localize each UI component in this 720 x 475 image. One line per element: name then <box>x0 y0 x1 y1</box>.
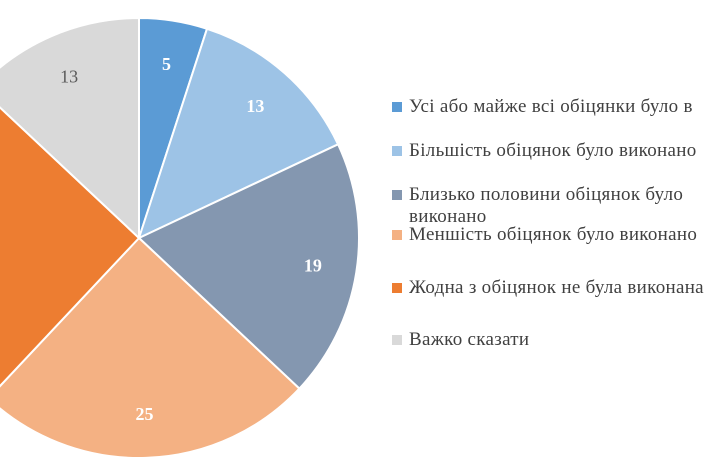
legend-swatch <box>392 335 402 345</box>
legend-label: Важко сказати <box>409 329 530 350</box>
pie-slice-1 <box>137 27 340 240</box>
legend-label: Жодна з обіцянок не була виконана <box>409 277 704 298</box>
pie-slice-label-5: 13 <box>60 66 78 86</box>
chart-legend: Усі або майже всі обіцянки було в Більші… <box>392 96 720 373</box>
legend-item-half-fulfilled: Близько половини обіцянок було виконано <box>392 184 720 228</box>
pie-slice-labels: 5 13 19 25 13 <box>60 54 322 424</box>
legend-item-none-fulfilled: Жодна з обіцянок не була виконана <box>392 277 720 321</box>
legend-swatch <box>392 230 402 240</box>
legend-label: Близько половини обіцянок було виконано <box>409 184 683 228</box>
legend-label: Більшість обіцянок було виконано <box>409 140 697 161</box>
pie-slice-label-1: 13 <box>246 96 264 116</box>
legend-swatch <box>392 190 402 200</box>
pie-slice-label-2: 19 <box>304 256 322 276</box>
legend-label-line1: Близько половини обіцянок було <box>409 184 684 205</box>
pie-slice-label-3: 25 <box>136 404 154 424</box>
legend-swatch <box>392 146 402 156</box>
legend-label: Усі або майже всі обіцянки було в <box>409 96 693 117</box>
legend-label-line2: виконано <box>409 206 487 227</box>
legend-item-hard-to-say: Важко сказати <box>392 329 720 373</box>
legend-label: Меншість обіцянок було виконано <box>409 224 698 245</box>
pie-slice-3 <box>0 236 301 459</box>
pie-slice-2 <box>137 142 360 391</box>
legend-swatch <box>392 283 402 293</box>
legend-item-minority-fulfilled: Меншість обіцянок було виконано <box>392 224 720 268</box>
pie-slice-label-0: 5 <box>162 54 171 74</box>
pie-slice-5 <box>0 16 140 241</box>
legend-swatch <box>392 102 402 112</box>
pie-slice-4 <box>0 106 141 388</box>
pie-slices <box>0 16 360 459</box>
legend-item-all-fulfilled: Усі або майже всі обіцянки було в <box>392 96 720 140</box>
legend-item-most-fulfilled: Більшість обіцянок було виконано <box>392 140 720 184</box>
